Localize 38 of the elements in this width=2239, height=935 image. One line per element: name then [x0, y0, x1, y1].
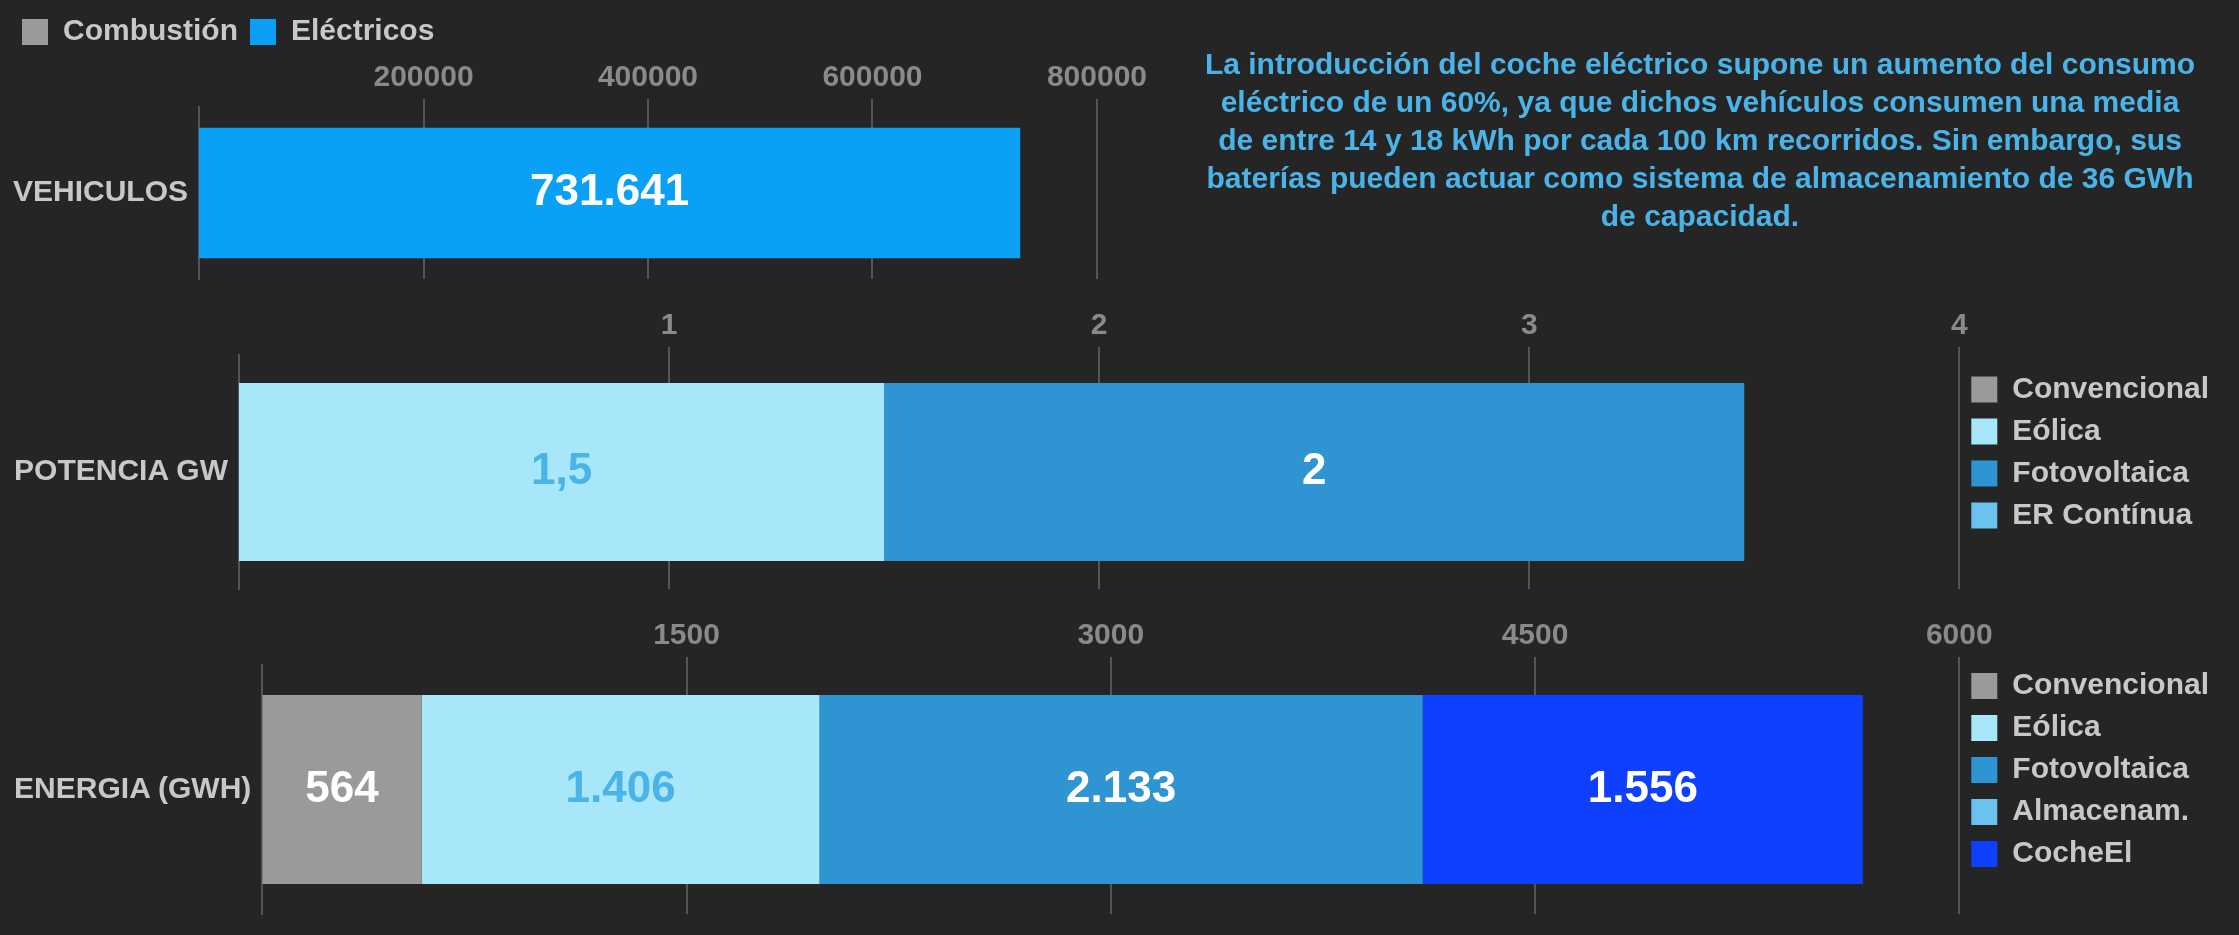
legend-label: Fotovoltaica: [2012, 454, 2190, 488]
x-tick-label: 4500: [1501, 617, 1569, 651]
x-tick-label: 600000: [822, 59, 923, 93]
legend-label: ER Contínua: [2012, 496, 2193, 530]
data-label: 564: [305, 761, 380, 811]
legend-label: Convencional: [2012, 370, 2209, 404]
legend-label: Almacenam.: [2012, 793, 2190, 827]
legend-label: Fotovoltaica: [2012, 751, 2190, 785]
y-tick-label: VEHICULOS: [12, 174, 189, 208]
y-tick-label: ENERGIA (GWH): [14, 770, 252, 804]
legend-label: Combustión: [63, 13, 238, 47]
x-tick-label: 200000: [373, 59, 474, 93]
x-tick-label: 800000: [1046, 59, 1147, 93]
data-label: 2: [1301, 444, 1327, 494]
x-tick-label: 400000: [597, 59, 699, 93]
legend-label: CocheEl: [2012, 835, 2133, 869]
x-tick-label: 3000: [1077, 617, 1145, 651]
bar: [421, 694, 820, 885]
data-label: 1.406: [565, 761, 676, 811]
bar: [819, 694, 1423, 885]
x-tick-label: 1: [660, 307, 678, 341]
data-label: 731.641: [530, 165, 690, 215]
legend-label: Eléctricos: [290, 13, 435, 47]
data-label: 1,5: [530, 444, 593, 494]
x-tick-label: 6000: [1925, 617, 1993, 651]
x-tick-label: 4: [1950, 307, 1968, 341]
x-tick-label: 1500: [653, 617, 720, 651]
x-tick-label: 3: [1520, 307, 1538, 341]
bar: [1422, 694, 1863, 885]
legend-label: Eólica: [2012, 412, 2101, 446]
data-label: 2.133: [1066, 761, 1177, 811]
x-tick-label: 2: [1090, 307, 1108, 341]
legend-label: Eólica: [2012, 709, 2101, 743]
text: La introducción del coche eléctrico supone un aumento del consumo eléctrico de un 60%, ya que dichos vehículos consumen una media de entre 14 y 18 kWh por cada 100 km recorridos. Sin embargo, sus baterías pueden actuar como sistema de almacenamiento de 36 GWh de capacidad.: [1203, 46, 2197, 234]
legend-label: Convencional: [2012, 667, 2209, 701]
bar: [262, 694, 422, 885]
data-label: 1.556: [1587, 761, 1698, 811]
y-tick-label: POTENCIA GW: [14, 453, 229, 487]
